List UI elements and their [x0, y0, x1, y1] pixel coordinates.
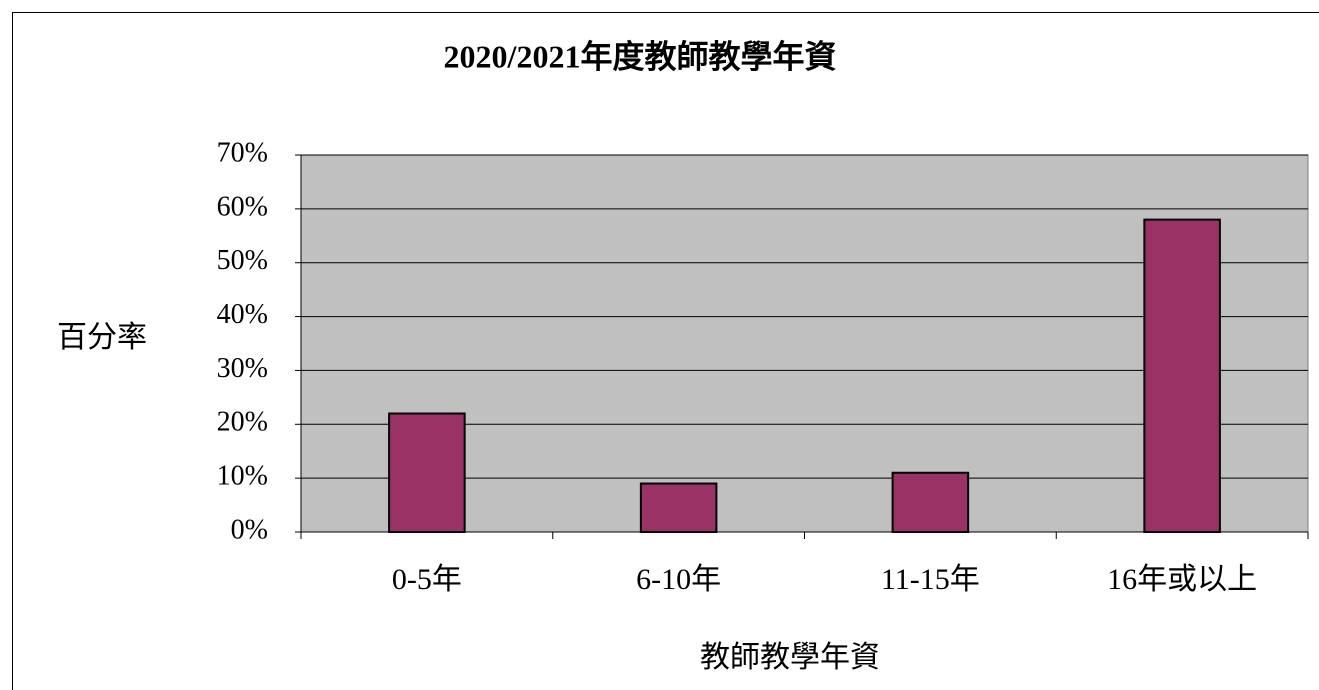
bar — [1143, 218, 1221, 533]
x-tick-label: 16年或以上 — [1107, 563, 1257, 596]
x-tick-label: 11-15年 — [881, 563, 980, 596]
x-axis-label: 教師教學年資 — [700, 641, 880, 674]
y-tick-label: 30% — [217, 353, 268, 384]
y-tick-label: 10% — [217, 461, 268, 492]
y-tick-label: 40% — [217, 299, 268, 330]
y-tick-label: 0% — [231, 514, 268, 545]
plot-area — [300, 154, 1309, 533]
chart-title: 2020/2021年度教師教學年資 — [444, 38, 837, 74]
y-tick-label: 60% — [217, 191, 268, 222]
y-tick-label: 20% — [217, 407, 268, 438]
bar — [639, 482, 718, 533]
y-tick-label: 70% — [217, 137, 268, 168]
y-tick-label: 50% — [217, 245, 268, 276]
bar — [388, 412, 466, 533]
x-tick-label: 0-5年 — [392, 563, 462, 596]
x-tick-label: 6-10年 — [636, 563, 721, 596]
y-axis-label: 百分率 — [57, 321, 147, 354]
bar — [891, 471, 970, 533]
